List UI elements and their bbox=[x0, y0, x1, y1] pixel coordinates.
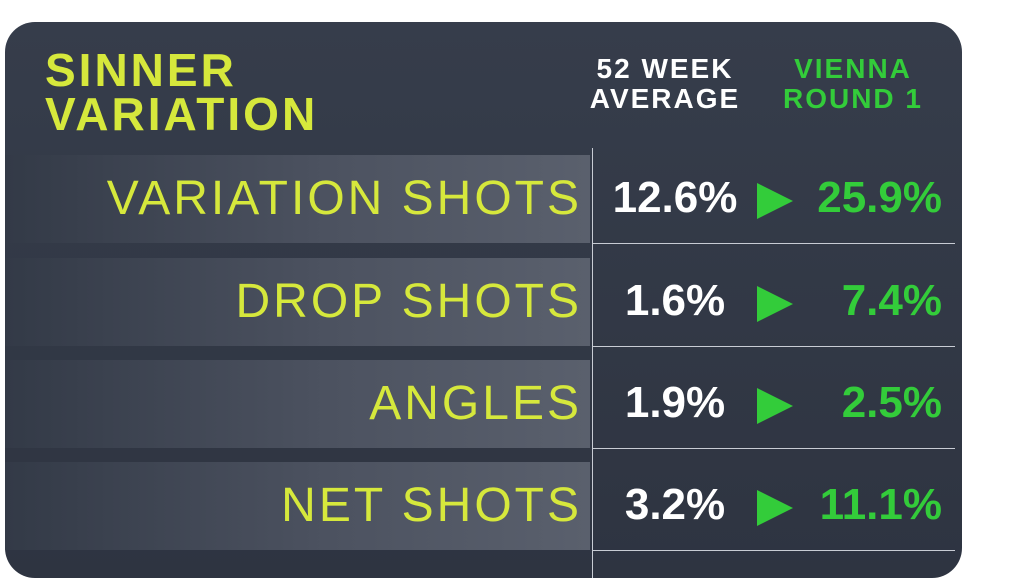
arrow bbox=[757, 183, 793, 219]
column-header: ROUND 1 bbox=[782, 83, 923, 114]
average-value: 1.6% bbox=[624, 276, 726, 325]
row-band bbox=[5, 462, 590, 550]
divider bbox=[592, 148, 593, 578]
row-label: ANGLES bbox=[369, 377, 582, 430]
row-divider bbox=[592, 448, 955, 449]
arrow bbox=[757, 388, 793, 424]
column-header: AVERAGE bbox=[589, 83, 741, 114]
row-label: VARIATION SHOTS bbox=[106, 172, 582, 225]
column-header: 52 WEEK bbox=[596, 53, 734, 84]
row-divider bbox=[592, 346, 955, 347]
row-band bbox=[5, 155, 590, 243]
row-band bbox=[5, 258, 590, 346]
row-label: DROP SHOTS bbox=[235, 275, 582, 328]
vienna-value: 7.4% bbox=[841, 276, 942, 325]
average-value: 1.9% bbox=[624, 378, 726, 427]
arrow bbox=[757, 490, 793, 526]
vienna-value: 2.5% bbox=[841, 378, 942, 427]
row-label: NET SHOTS bbox=[281, 479, 582, 532]
arrow bbox=[757, 286, 793, 322]
stats-panel: SINNER VARIATION 52 WEEK AVERAGE VIENNA … bbox=[5, 22, 962, 578]
vienna-value: 11.1% bbox=[819, 480, 942, 529]
title-line: VARIATION bbox=[45, 88, 319, 140]
vienna-value: 25.9% bbox=[817, 173, 942, 222]
average-value: 3.2% bbox=[624, 480, 726, 529]
column-header: VIENNA bbox=[794, 53, 912, 84]
row-band bbox=[5, 360, 590, 448]
average-value: 12.6% bbox=[612, 173, 738, 222]
row-divider bbox=[592, 243, 955, 244]
row-divider bbox=[592, 550, 955, 551]
title-line: SINNER bbox=[45, 44, 237, 96]
